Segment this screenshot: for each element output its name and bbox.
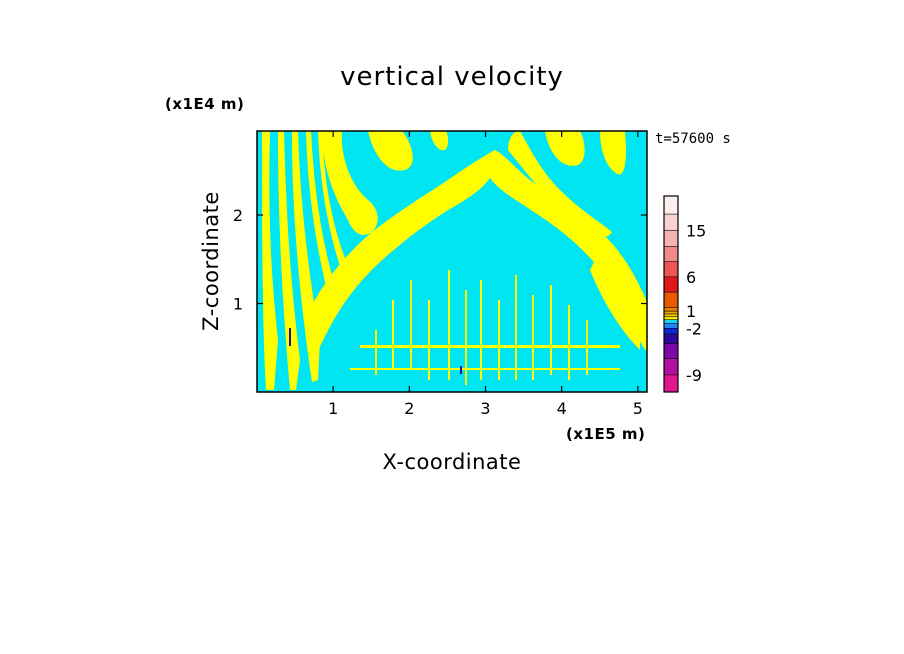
streak xyxy=(532,295,534,380)
colorbar-tick-label: 15 xyxy=(686,221,706,240)
streak xyxy=(360,345,620,348)
updraft-band xyxy=(508,131,612,238)
y-unit-label: (x1E4 m) xyxy=(165,95,244,113)
downdraft-core xyxy=(460,366,462,374)
streak xyxy=(465,290,467,385)
colorbar-band xyxy=(664,292,678,308)
colorbar-tick-label: -2 xyxy=(686,319,702,338)
streak xyxy=(448,270,450,380)
colorbar-band xyxy=(664,276,678,293)
velocity-field xyxy=(257,131,647,392)
fine-streaks xyxy=(350,270,620,385)
updraft-band xyxy=(545,131,585,166)
y-tick-label: 2 xyxy=(233,206,243,225)
colorbar-band xyxy=(664,230,678,247)
x-tick-label: 4 xyxy=(557,399,567,418)
colorbar-band xyxy=(664,319,678,324)
colorbar-band xyxy=(664,328,678,334)
streak xyxy=(568,305,570,380)
streak xyxy=(480,280,482,380)
streak xyxy=(410,280,412,370)
streak xyxy=(350,368,620,370)
plot-frame xyxy=(256,130,648,393)
colorbar-band xyxy=(664,214,678,231)
colorbar-band xyxy=(664,358,678,375)
colorbar-band xyxy=(664,343,678,359)
colorbar-band xyxy=(664,246,678,262)
updraft-streak xyxy=(278,131,300,390)
updraft-band xyxy=(322,131,378,235)
y-axis-label: Z-coordinate xyxy=(199,191,223,331)
x-axis-label: X-coordinate xyxy=(383,450,522,474)
x-tick-label: 1 xyxy=(328,399,338,418)
x-axis: 1 2 3 4 5 xyxy=(328,131,643,418)
updraft-band xyxy=(600,131,626,175)
colorbar-band xyxy=(664,261,678,277)
y-axis: 12 xyxy=(233,206,647,314)
updraft-streak xyxy=(318,131,350,284)
colorbar-tick-label: -9 xyxy=(686,366,702,385)
x-tick-label: 5 xyxy=(633,399,643,418)
updraft-streak xyxy=(306,131,340,318)
colorbar-band xyxy=(664,333,678,344)
updraft-streak xyxy=(262,131,278,390)
updraft-band xyxy=(430,131,449,151)
x-unit-label: (x1E5 m) xyxy=(566,425,645,443)
colorbar-band xyxy=(664,196,678,215)
updraft-streak xyxy=(590,250,640,350)
x-tick-label: 3 xyxy=(480,399,490,418)
colorbar-band xyxy=(664,316,678,320)
colorbar-band xyxy=(664,313,678,317)
updraft-band xyxy=(368,131,413,171)
colorbar: -9 -21 6 15 xyxy=(663,195,706,393)
time-label: t=57600 s xyxy=(655,131,731,147)
streak xyxy=(392,300,394,370)
updraft-arch xyxy=(305,150,647,370)
x-tick-label: 2 xyxy=(404,399,414,418)
updraft-streak xyxy=(292,131,320,382)
downdraft-core xyxy=(289,328,291,346)
colorbar-band xyxy=(664,374,678,392)
streak xyxy=(428,300,430,380)
colorbar-band xyxy=(664,323,678,329)
streak xyxy=(375,330,377,375)
streak xyxy=(498,300,500,380)
y-tick-label: 1 xyxy=(233,295,243,314)
colorbar-band xyxy=(664,307,678,312)
streak xyxy=(550,285,552,375)
colorbar-band xyxy=(664,311,678,314)
chart-title: vertical velocity xyxy=(340,62,564,92)
streak xyxy=(515,275,517,380)
colorbar-tick-label: 1 xyxy=(686,302,696,321)
colorbar-tick-label: 6 xyxy=(686,268,696,287)
